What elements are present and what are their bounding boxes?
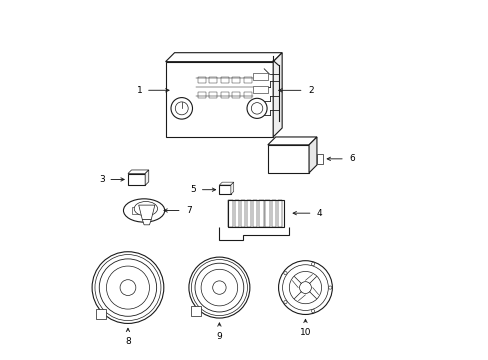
Circle shape: [289, 271, 321, 304]
Bar: [221, 92, 228, 98]
Polygon shape: [219, 182, 233, 185]
Bar: [209, 92, 217, 98]
Text: 4: 4: [316, 209, 322, 218]
Circle shape: [92, 252, 163, 323]
Circle shape: [95, 255, 161, 320]
Polygon shape: [191, 306, 201, 316]
Bar: [253, 200, 257, 226]
Bar: [232, 92, 240, 98]
Text: 8: 8: [125, 337, 131, 346]
Polygon shape: [139, 205, 155, 220]
Bar: [198, 77, 205, 83]
Circle shape: [171, 98, 192, 119]
Circle shape: [251, 103, 262, 114]
Text: 3: 3: [99, 175, 104, 184]
Text: 2: 2: [307, 86, 313, 95]
Text: 10: 10: [299, 328, 310, 337]
Circle shape: [201, 269, 237, 306]
Text: 6: 6: [348, 154, 354, 163]
Circle shape: [282, 265, 327, 310]
Bar: [219, 185, 230, 194]
Bar: [232, 77, 240, 83]
Bar: [228, 200, 232, 226]
Circle shape: [299, 282, 311, 293]
Ellipse shape: [123, 199, 164, 222]
Bar: [244, 92, 251, 98]
Circle shape: [328, 286, 331, 289]
Circle shape: [191, 260, 247, 316]
Polygon shape: [273, 53, 282, 137]
Bar: [259, 200, 263, 226]
Circle shape: [283, 271, 286, 275]
Polygon shape: [165, 62, 273, 137]
Circle shape: [120, 280, 136, 296]
Bar: [131, 207, 140, 214]
Polygon shape: [145, 170, 148, 185]
Bar: [240, 200, 244, 226]
Circle shape: [212, 281, 225, 294]
Circle shape: [175, 102, 188, 115]
Bar: [246, 200, 251, 226]
Circle shape: [283, 301, 286, 304]
Bar: [198, 92, 205, 98]
Text: 9: 9: [216, 332, 222, 341]
Circle shape: [99, 259, 156, 316]
Polygon shape: [308, 137, 316, 173]
Circle shape: [311, 310, 314, 313]
Bar: [271, 200, 275, 226]
Bar: [267, 145, 308, 173]
Text: 7: 7: [185, 206, 191, 215]
Circle shape: [246, 98, 266, 118]
Bar: [221, 77, 228, 83]
Bar: [253, 73, 267, 81]
Polygon shape: [96, 309, 106, 319]
Polygon shape: [230, 182, 233, 194]
Bar: [234, 200, 238, 226]
Polygon shape: [142, 220, 151, 225]
Bar: [265, 200, 269, 226]
Bar: [128, 174, 145, 185]
Circle shape: [195, 263, 244, 312]
Circle shape: [311, 262, 314, 266]
Circle shape: [278, 261, 332, 315]
Circle shape: [106, 266, 149, 309]
Polygon shape: [128, 170, 148, 174]
Bar: [228, 200, 284, 226]
Bar: [253, 86, 267, 93]
Circle shape: [188, 257, 249, 318]
Polygon shape: [267, 137, 316, 145]
Polygon shape: [165, 53, 282, 62]
Ellipse shape: [134, 202, 157, 216]
Bar: [244, 77, 251, 83]
Text: 1: 1: [136, 86, 142, 95]
Bar: [316, 154, 323, 165]
Bar: [209, 77, 217, 83]
Text: 5: 5: [190, 185, 196, 194]
Bar: [277, 200, 282, 226]
